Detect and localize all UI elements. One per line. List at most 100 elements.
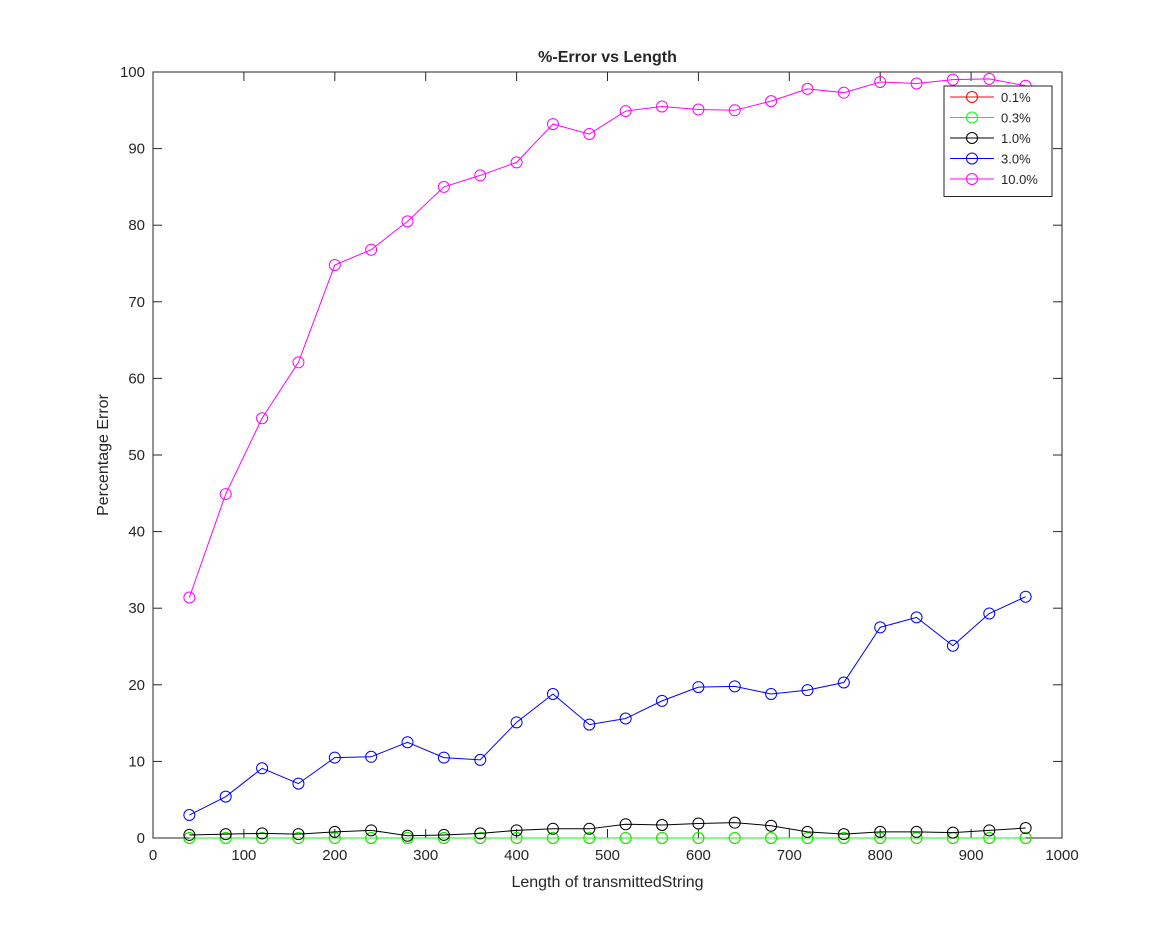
data-point <box>256 832 269 844</box>
legend-item[interactable]: 0.1% <box>950 90 1031 105</box>
data-point <box>401 215 414 228</box>
data-point <box>474 832 487 844</box>
data-point <box>874 832 887 844</box>
x-tick-label: 700 <box>777 847 802 864</box>
data-point <box>656 818 669 831</box>
data-point <box>619 818 632 831</box>
x-tick-label: 500 <box>595 847 620 864</box>
data-point <box>656 832 669 844</box>
y-tick-label: 60 <box>128 370 145 387</box>
data-point <box>837 86 850 99</box>
data-point <box>874 621 887 634</box>
data-point <box>292 356 305 369</box>
data-point <box>728 816 741 829</box>
data-point <box>765 687 778 700</box>
data-point <box>510 832 523 844</box>
data-point <box>874 75 887 88</box>
data-point <box>728 832 741 844</box>
data-point <box>365 750 378 763</box>
series-line <box>189 822 1026 837</box>
data-point <box>183 591 196 604</box>
x-tick-label: 900 <box>959 847 984 864</box>
data-point <box>474 753 487 766</box>
legend-item[interactable]: 0.3% <box>950 111 1031 126</box>
data-point <box>437 180 450 193</box>
data-point <box>583 128 596 141</box>
data-point <box>801 82 814 95</box>
legend-marker <box>966 152 978 165</box>
data-point <box>219 828 232 841</box>
data-point <box>983 607 996 620</box>
data-point <box>1019 822 1032 835</box>
data-point <box>365 243 378 256</box>
legend-label: 1.0% <box>1001 131 1031 146</box>
data-point <box>437 751 450 764</box>
data-point <box>619 105 632 118</box>
y-tick-label: 40 <box>128 524 145 541</box>
data-point <box>219 790 232 803</box>
data-point <box>910 611 923 624</box>
data-point <box>583 822 596 835</box>
legend-label: 0.1% <box>1001 90 1031 105</box>
data-point <box>401 829 414 842</box>
legend-label: 10.0% <box>1001 172 1038 187</box>
data-point <box>946 826 959 839</box>
y-tick-label: 100 <box>120 64 145 81</box>
data-point <box>365 824 378 837</box>
data-point <box>437 832 450 844</box>
x-tick-label: 1000 <box>1045 847 1078 864</box>
y-tick-label: 10 <box>128 753 145 770</box>
data-point <box>292 832 305 844</box>
series-0.3% <box>183 832 1032 844</box>
x-tick-label: 800 <box>868 847 893 864</box>
y-tick-label: 90 <box>128 141 145 158</box>
data-point <box>546 832 559 844</box>
data-point <box>474 827 487 840</box>
plot-area-frame <box>152 71 1063 839</box>
axis-ticks: 0 100 200 300 400 500 600 700 800 900 1000 0 10 20 30 4… <box>120 64 1079 864</box>
y-axis-title: Percentage Error <box>95 393 112 516</box>
data-point <box>910 77 923 90</box>
data-point <box>692 681 705 694</box>
legend-marker <box>966 91 978 103</box>
legend-marker <box>966 111 978 124</box>
legend-label: 0.3% <box>1001 111 1031 126</box>
data-point <box>546 118 559 131</box>
data-point <box>474 169 487 182</box>
x-tick-label: 200 <box>322 847 347 864</box>
data-point <box>983 832 996 844</box>
series-line <box>188 78 1026 598</box>
data-point <box>765 832 778 844</box>
data-point <box>328 825 341 838</box>
x-tick-label: 0 <box>149 847 157 864</box>
data-point <box>292 777 305 790</box>
data-point <box>765 819 778 832</box>
x-tick-label: 100 <box>231 847 256 864</box>
y-tick-label: 80 <box>128 217 145 234</box>
data-point <box>656 694 669 707</box>
data-point <box>765 95 778 108</box>
legend-item[interactable]: 1.0% <box>950 131 1031 146</box>
data-point <box>583 718 596 731</box>
data-point <box>328 832 341 844</box>
x-axis-title: Length of transmittedString <box>511 874 703 891</box>
legend-item[interactable]: 10.0% <box>950 172 1038 187</box>
y-tick-label: 20 <box>128 677 145 694</box>
data-point <box>983 824 996 837</box>
data-point <box>656 100 669 113</box>
data-point <box>256 827 269 840</box>
data-point <box>619 832 632 844</box>
legend-item[interactable]: 3.0% <box>950 152 1031 167</box>
data-point <box>546 687 559 700</box>
data-point <box>328 751 341 764</box>
data-point <box>874 825 887 838</box>
data-point <box>510 716 523 729</box>
legend-marker <box>966 173 978 185</box>
x-tick-label: 400 <box>504 847 529 864</box>
data-point <box>292 828 305 841</box>
series-10.0% <box>183 72 1032 604</box>
data-point <box>692 817 705 830</box>
y-tick-label: 70 <box>128 294 145 311</box>
